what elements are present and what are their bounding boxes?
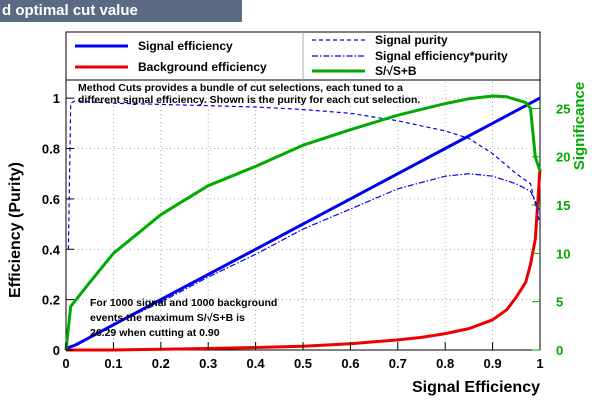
bottom-annotation-line-2: events the maximum S/√S+B is [90, 312, 245, 324]
y2-axis-title: Significance [571, 82, 588, 170]
y2-tick-label: 5 [556, 295, 563, 310]
series-line-signal-purity [67, 100, 541, 250]
legend: Signal efficiency Background efficiency … [65, 31, 541, 81]
series-layer [64, 94, 542, 352]
legend-label-efficiency-purity: Signal efficiency*purity [375, 49, 508, 63]
y2-tick-label: 20 [556, 150, 570, 165]
x-tick-label: 0.4 [247, 356, 266, 371]
x-tick-label: 0.3 [199, 356, 217, 371]
grid-layer [66, 78, 540, 350]
y2-tick-label: 15 [556, 198, 570, 213]
legend-label-background-efficiency: Background efficiency [138, 60, 267, 74]
y-tick-label: 0.4 [42, 242, 61, 257]
y2-tick-label: 0 [556, 343, 563, 358]
x-tick-label: 0.1 [104, 356, 122, 371]
top-annotation-line-1: Method Cuts provides a bundle of cut sel… [78, 82, 403, 94]
y2-tick-label: 10 [556, 246, 570, 261]
legend-label-significance: S/√S+B [375, 64, 417, 78]
x-tick-label: 0.7 [389, 356, 407, 371]
y-tick-label: 0.8 [42, 142, 60, 157]
series-line-background-efficiency [66, 168, 542, 352]
bottom-annotation-line-3: 26.29 when cutting at 0.90 [90, 327, 220, 339]
bottom-annotation-line-1: For 1000 signal and 1000 background [90, 297, 277, 309]
y-tick-label: 0.6 [42, 192, 60, 207]
window-title: d optimal cut value [0, 0, 242, 22]
series-line-s-s-b [64, 94, 542, 351]
y-tick-label: 0.2 [42, 293, 60, 308]
y-tick-label: 1 [53, 91, 60, 106]
x-tick-label: 0.8 [436, 356, 454, 371]
x-tick-label: 0.2 [152, 356, 170, 371]
legend-label-signal-efficiency: Signal efficiency [138, 39, 233, 53]
y-tick-label: 0 [53, 343, 60, 358]
x-tick-label: 0.9 [484, 356, 502, 371]
x-tick-label: 0 [62, 356, 69, 371]
legend-label-signal-purity: Signal purity [375, 33, 448, 47]
series-line-signal-efficiency-purity [65, 173, 541, 351]
x-tick-label: 1 [536, 356, 543, 371]
x-tick-label: 0.6 [341, 356, 359, 371]
x-tick-label: 0.5 [294, 356, 312, 371]
top-annotation-line-2: different signal efficiency. Shown is th… [78, 94, 420, 106]
y2-tick-label: 25 [556, 101, 570, 116]
y-axis-title: Efficiency (Purity) [7, 162, 24, 298]
x-axis-title: Signal Efficiency [412, 379, 540, 396]
axis-layer: 0 0.1 0.2 0.3 0.4 0.5 0.6 0.7 0.8 0.9 100.20.40.60… [42, 91, 571, 371]
